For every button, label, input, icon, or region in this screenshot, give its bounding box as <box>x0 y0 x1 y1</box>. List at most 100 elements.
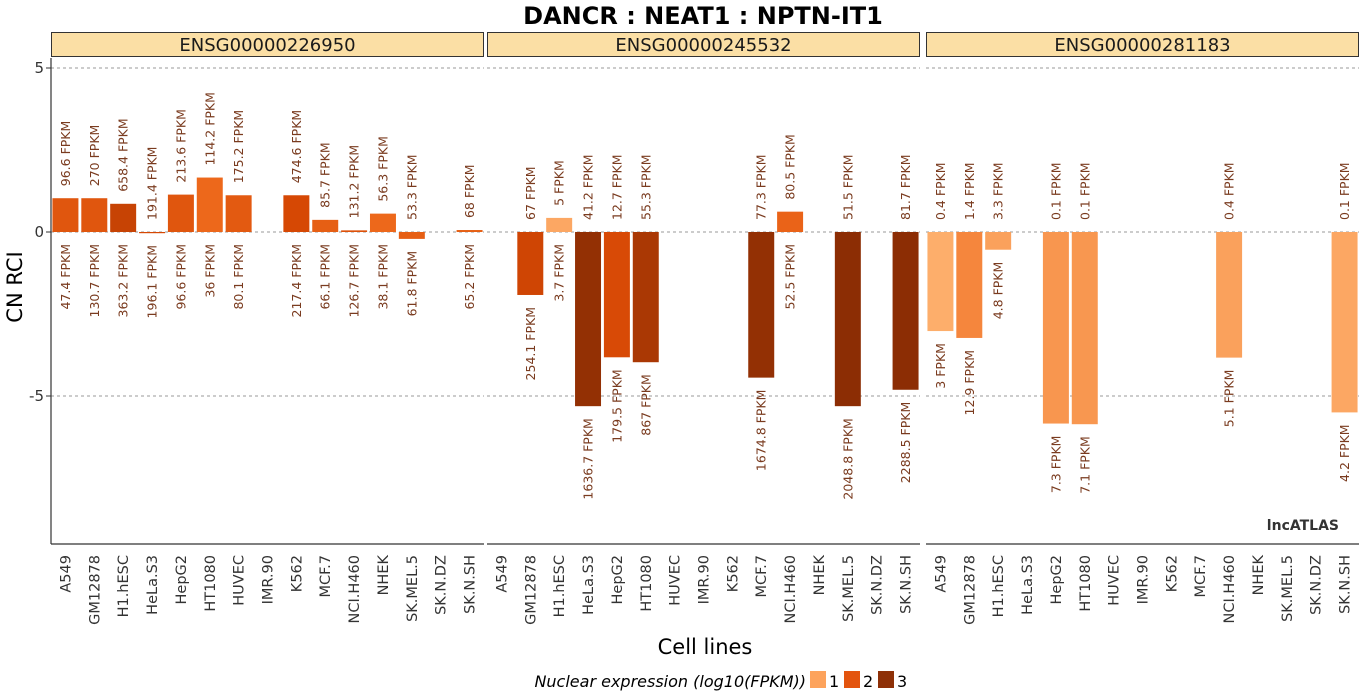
y-tick-label: -5 <box>29 387 44 405</box>
bar-h1-hesc <box>985 232 1012 250</box>
bar-label-nucleus: 80.1 FPKM <box>231 244 246 310</box>
x-tick-label: NHEK <box>1251 555 1267 596</box>
bar-label-nucleus: 3.7 FPKM <box>552 244 567 302</box>
bar-label-nucleus: 96.6 FPKM <box>173 244 188 310</box>
bar-label-cytoplasm: 55.3 FPKM <box>638 154 653 220</box>
bar-hepg2 <box>167 194 194 232</box>
bar-sk-n-sh <box>456 230 483 232</box>
bar-ht1080 <box>196 177 223 232</box>
bar-label-cytoplasm: 85.7 FPKM <box>318 142 333 208</box>
bar-huvec <box>225 195 252 232</box>
plot-area: ENSG00000226950 A549 GM12878 H1.hESC HeLa.S3… <box>29 32 1359 625</box>
x-tick-label: A549 <box>494 555 510 593</box>
bar-label-nucleus: 4.8 FPKM <box>991 262 1006 320</box>
bar-gm12878 <box>517 232 544 295</box>
x-tick-label: NHEK <box>812 555 828 596</box>
x-tick-label: HUVEC <box>1107 555 1123 606</box>
bar-label-nucleus: 3 FPKM <box>933 343 948 389</box>
bar-label-nucleus: 36 FPKM <box>202 244 217 298</box>
legend-label-3: 3 <box>897 672 907 691</box>
bar-label-nucleus: 65.2 FPKM <box>462 244 477 310</box>
legend-label-2: 2 <box>863 672 873 691</box>
legend-swatch-2 <box>844 671 860 688</box>
bar-nhek <box>369 213 396 232</box>
bar-mcf-7 <box>312 219 339 232</box>
bar-label-cytoplasm: 68 FPKM <box>462 164 477 218</box>
x-tick-label: NCI.H460 <box>783 555 799 623</box>
bar-label-cytoplasm: 658.4 FPKM <box>116 118 131 191</box>
bar-nci-h460 <box>1216 232 1243 358</box>
x-tick-label: SK.N.SH <box>1338 555 1354 614</box>
bar-label-cytoplasm: 77.3 FPKM <box>754 154 769 220</box>
y-axis-title: CN RCI <box>3 251 27 322</box>
bar-label-cytoplasm: 81.7 FPKM <box>898 154 913 220</box>
bar-label-nucleus: 1674.8 FPKM <box>754 390 769 471</box>
x-tick-label: HepG2 <box>174 555 190 605</box>
bar-label-nucleus: 61.8 FPKM <box>404 251 419 317</box>
bar-label-nucleus: 5.1 FPKM <box>1222 370 1237 428</box>
x-tick-label: IMR.90 <box>697 555 713 604</box>
x-tick-label: GM12878 <box>523 555 539 625</box>
bar-hela-s3 <box>139 232 166 234</box>
bar-label-cytoplasm: 0.4 FPKM <box>1222 162 1237 220</box>
bar-label-nucleus: 2048.8 FPKM <box>840 418 855 499</box>
bar-label-nucleus: 66.1 FPKM <box>318 244 333 310</box>
bar-label-cytoplasm: 191.4 FPKM <box>145 147 160 220</box>
bar-label-cytoplasm: 1.4 FPKM <box>962 162 977 220</box>
x-tick-label: SK.N.DZ <box>1309 555 1325 615</box>
x-tick-label: SK.N.DZ <box>434 555 450 615</box>
x-tick-label: HT1080 <box>203 555 219 612</box>
x-tick-label: MCF.7 <box>1193 555 1209 597</box>
x-tick-label: GM12878 <box>87 555 103 625</box>
x-tick-label: SK.MEL.5 <box>405 555 421 622</box>
panel-strip <box>926 32 1359 57</box>
x-tick-label: NHEK <box>376 555 392 596</box>
legend-label-1: 1 <box>829 672 839 691</box>
bar-label-nucleus: 12.9 FPKM <box>962 350 977 416</box>
x-tick-label: HepG2 <box>610 555 626 605</box>
y-tick-label: 0 <box>34 223 44 241</box>
bar-label-nucleus: 7.3 FPKM <box>1048 436 1063 494</box>
bar-hepg2 <box>1042 232 1069 424</box>
bar-ht1080 <box>1071 232 1098 425</box>
bar-label-nucleus: 2288.5 FPKM <box>898 402 913 483</box>
bar-label-cytoplasm: 0.1 FPKM <box>1077 162 1092 220</box>
panel-strip <box>487 32 920 57</box>
bar-label-nucleus: 363.2 FPKM <box>116 244 131 317</box>
bar-a549 <box>927 232 954 332</box>
bar-nci-h460 <box>777 211 804 232</box>
bar-sk-n-sh <box>892 232 919 390</box>
bar-mcf-7 <box>748 232 775 378</box>
bar-ht1080 <box>632 232 659 363</box>
bar-label-cytoplasm: 0.4 FPKM <box>933 162 948 220</box>
bar-label-nucleus: 217.4 FPKM <box>289 244 304 317</box>
x-tick-label: IMR.90 <box>1136 555 1152 604</box>
bar-label-nucleus: 254.1 FPKM <box>523 307 538 380</box>
bar-sk-n-sh <box>1331 232 1358 413</box>
x-tick-label: HUVEC <box>232 555 248 606</box>
bar-label-nucleus: 126.7 FPKM <box>347 244 362 317</box>
x-tick-label: K562 <box>289 555 305 592</box>
panel-strip <box>51 32 484 57</box>
x-tick-label: IMR.90 <box>261 555 277 604</box>
x-tick-label: MCF.7 <box>318 555 334 597</box>
x-tick-label: K562 <box>1164 555 1180 592</box>
y-tick-label: 5 <box>34 59 44 77</box>
x-axis-title: Cell lines <box>658 635 753 659</box>
bar-label-cytoplasm: 3.3 FPKM <box>991 162 1006 220</box>
bar-gm12878 <box>956 232 983 338</box>
legend-swatch-3 <box>878 671 894 688</box>
bar-label-cytoplasm: 131.2 FPKM <box>347 145 362 218</box>
bar-label-cytoplasm: 213.6 FPKM <box>173 109 188 182</box>
bar-hepg2 <box>603 232 630 358</box>
panel-strip-label: ENSG00000226950 <box>179 35 355 56</box>
legend-title: Nuclear expression (log10(FPKM)) <box>534 672 806 691</box>
x-tick-label: HeLa.S3 <box>1020 555 1036 615</box>
x-tick-label: H1.hESC <box>116 555 132 617</box>
bar-label-cytoplasm: 53.3 FPKM <box>404 154 419 220</box>
bar-label-cytoplasm: 175.2 FPKM <box>231 110 246 183</box>
x-tick-label: A549 <box>58 555 74 593</box>
legend: 1 2 3 <box>810 671 907 691</box>
panel-ensg00000226950: ENSG00000226950 A549 GM12878 H1.hESC HeLa.S3… <box>51 32 484 625</box>
x-tick-label: NCI.H460 <box>1222 555 1238 623</box>
